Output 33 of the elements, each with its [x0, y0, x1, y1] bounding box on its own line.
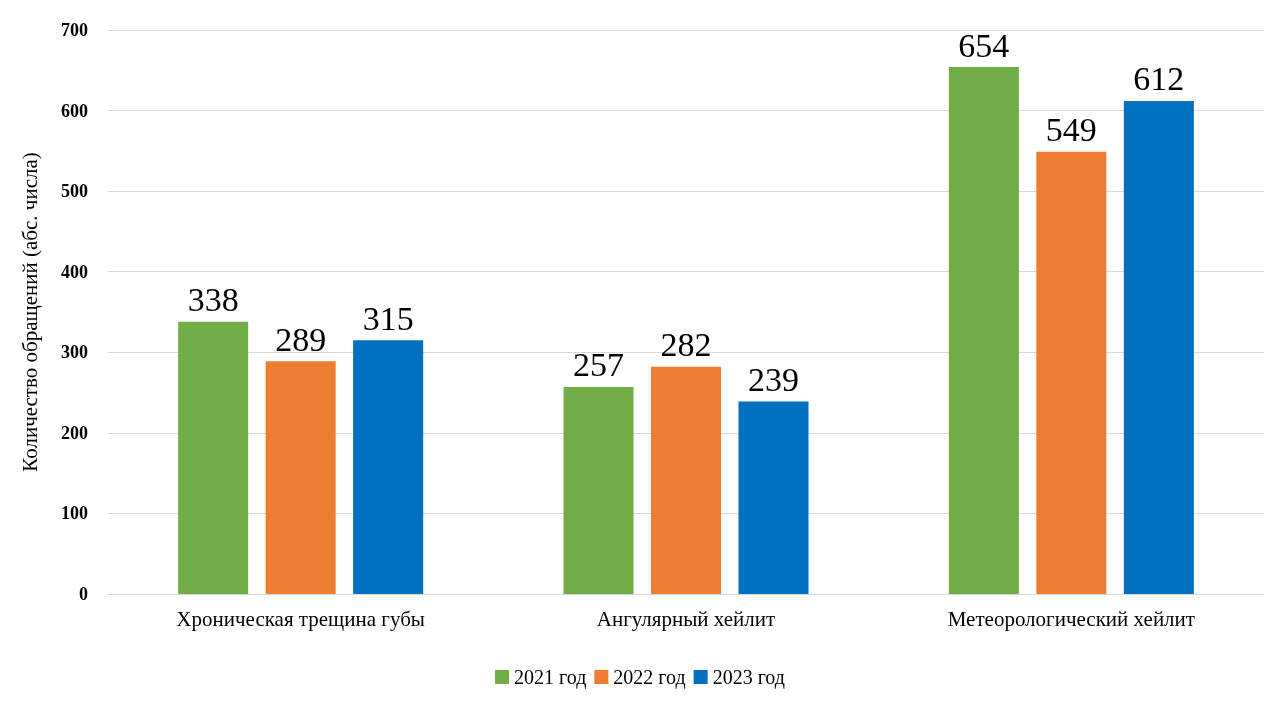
x-tick-label: Хроническая трещина губы: [176, 606, 425, 631]
x-tick-label: Ангулярный хейлит: [596, 606, 776, 631]
bar: [948, 67, 1019, 594]
y-tick-label: 200: [61, 422, 88, 443]
bar: [1123, 100, 1194, 594]
data-label: 282: [660, 326, 712, 364]
bar: [178, 321, 249, 594]
data-label: 315: [362, 299, 414, 337]
data-label: 612: [1133, 60, 1185, 98]
data-label: 239: [748, 360, 799, 398]
data-label: 289: [275, 320, 327, 358]
data-label: 338: [187, 281, 239, 319]
bar: [651, 366, 721, 594]
y-tick-label: 700: [61, 20, 88, 40]
y-axis-title: Количество обращений (абс. числа): [17, 152, 42, 472]
y-tick-label: 400: [61, 261, 88, 282]
legend-label: 2022 год: [613, 666, 686, 689]
y-tick-label: 500: [61, 181, 88, 202]
x-tick-label: Метеорологический хейлит: [947, 606, 1196, 631]
bar: [563, 386, 634, 594]
bar: [353, 340, 424, 594]
data-label: 654: [958, 26, 1010, 64]
y-tick-label: 100: [61, 503, 88, 524]
data-label: 549: [1045, 111, 1097, 149]
bar: [1036, 151, 1107, 594]
bar: [265, 361, 336, 594]
y-tick-label: 600: [61, 100, 88, 121]
y-tick-label: 0: [79, 584, 88, 604]
legend-label: 2021 год: [514, 666, 587, 689]
y-tick-label: 300: [61, 342, 88, 363]
bar: [738, 401, 809, 594]
data-label: 257: [573, 346, 624, 384]
legend-label: 2023 год: [712, 666, 785, 689]
